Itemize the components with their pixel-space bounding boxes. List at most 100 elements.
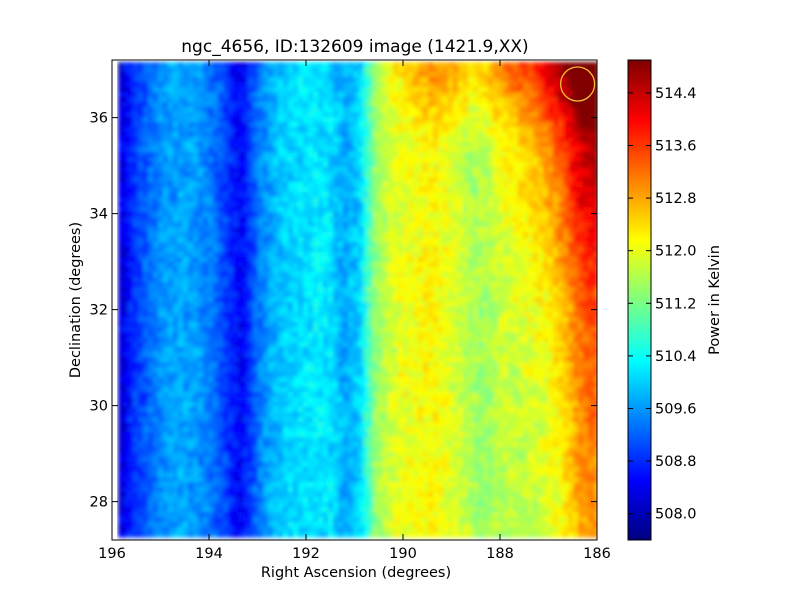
heatmap-cell bbox=[413, 227, 419, 233]
heatmap-cell bbox=[223, 312, 229, 318]
heatmap-cell bbox=[158, 162, 164, 168]
heatmap-cell bbox=[348, 252, 354, 258]
heatmap-cell bbox=[248, 232, 254, 238]
heatmap-cell bbox=[503, 202, 509, 208]
heatmap-cell bbox=[398, 142, 404, 148]
heatmap-cell bbox=[408, 132, 414, 138]
heatmap-cell bbox=[318, 142, 324, 148]
heatmap-cell bbox=[578, 292, 584, 298]
heatmap-cell bbox=[558, 257, 564, 263]
heatmap-cell bbox=[533, 117, 539, 123]
heatmap-cell bbox=[178, 122, 184, 128]
heatmap-cell bbox=[218, 257, 224, 263]
heatmap-cell bbox=[223, 152, 229, 158]
heatmap-cell bbox=[188, 67, 194, 73]
heatmap-cell bbox=[363, 292, 369, 298]
heatmap-cell bbox=[323, 77, 329, 83]
heatmap-cell bbox=[383, 142, 389, 148]
heatmap-cell bbox=[278, 127, 284, 133]
heatmap-cell bbox=[298, 212, 304, 218]
heatmap-cell bbox=[323, 267, 329, 273]
heatmap-cell bbox=[133, 227, 139, 233]
heatmap-cell bbox=[363, 112, 369, 118]
heatmap-cell bbox=[468, 232, 474, 238]
heatmap-cell bbox=[323, 222, 329, 228]
heatmap-cell bbox=[203, 277, 209, 283]
heatmap-cell bbox=[448, 77, 454, 83]
heatmap-cell bbox=[468, 112, 474, 118]
heatmap-cell bbox=[458, 97, 464, 103]
heatmap-cell bbox=[428, 102, 434, 108]
heatmap-cell bbox=[553, 112, 559, 118]
heatmap-cell bbox=[343, 187, 349, 193]
heatmap-cell bbox=[258, 77, 264, 83]
heatmap-cell bbox=[408, 197, 414, 203]
heatmap-cell bbox=[498, 317, 504, 323]
heatmap-cell bbox=[298, 72, 304, 78]
heatmap-cell bbox=[233, 192, 239, 198]
heatmap-cell bbox=[313, 227, 319, 233]
heatmap-cell bbox=[433, 182, 439, 188]
heatmap-cell bbox=[558, 192, 564, 198]
heatmap-cell bbox=[193, 162, 199, 168]
heatmap-cell bbox=[123, 97, 129, 103]
heatmap-cell bbox=[213, 107, 219, 113]
heatmap-cell bbox=[418, 122, 424, 128]
heatmap-cell bbox=[488, 222, 494, 228]
heatmap-cell bbox=[498, 217, 504, 223]
heatmap-cell bbox=[348, 207, 354, 213]
heatmap-cell bbox=[493, 162, 499, 168]
heatmap-cell bbox=[468, 247, 474, 253]
heatmap-cell bbox=[563, 222, 569, 228]
heatmap-cell bbox=[508, 157, 514, 163]
heatmap-cell bbox=[498, 237, 504, 243]
heatmap-cell bbox=[178, 247, 184, 253]
heatmap-cell bbox=[363, 162, 369, 168]
heatmap-cell bbox=[203, 142, 209, 148]
heatmap-cell bbox=[543, 287, 549, 293]
heatmap-cell bbox=[438, 237, 444, 243]
heatmap-cell bbox=[363, 107, 369, 113]
heatmap-cell bbox=[288, 67, 294, 73]
heatmap-cell bbox=[253, 72, 259, 78]
heatmap-cell bbox=[243, 177, 249, 183]
heatmap-cell bbox=[478, 267, 484, 273]
heatmap-cell bbox=[168, 142, 174, 148]
heatmap-cell bbox=[488, 237, 494, 243]
heatmap-cell bbox=[543, 292, 549, 298]
heatmap-cell bbox=[208, 72, 214, 78]
heatmap-cell bbox=[588, 77, 594, 83]
heatmap-cell bbox=[133, 112, 139, 118]
heatmap-cell bbox=[153, 287, 159, 293]
heatmap-cell bbox=[488, 267, 494, 273]
heatmap-cell bbox=[448, 167, 454, 173]
heatmap-cell bbox=[218, 187, 224, 193]
heatmap-cell bbox=[228, 262, 234, 268]
heatmap-cell bbox=[178, 252, 184, 258]
heatmap-cell bbox=[448, 297, 454, 303]
heatmap-cell bbox=[513, 62, 519, 68]
heatmap-cell bbox=[318, 172, 324, 178]
heatmap-cell bbox=[223, 282, 229, 288]
heatmap-cell bbox=[583, 112, 589, 118]
heatmap-cell bbox=[238, 127, 244, 133]
heatmap-cell bbox=[118, 107, 124, 113]
heatmap-cell bbox=[358, 137, 364, 143]
heatmap-cell bbox=[273, 142, 279, 148]
heatmap-cell bbox=[453, 77, 459, 83]
heatmap-cell bbox=[243, 257, 249, 263]
heatmap-cell bbox=[493, 282, 499, 288]
heatmap-cell bbox=[403, 267, 409, 273]
heatmap-cell bbox=[393, 247, 399, 253]
heatmap-cell bbox=[308, 122, 314, 128]
heatmap-cell bbox=[318, 147, 324, 153]
heatmap-cell bbox=[448, 317, 454, 323]
heatmap-cell bbox=[563, 67, 569, 73]
heatmap-cell bbox=[243, 62, 249, 68]
heatmap-cell bbox=[473, 187, 479, 193]
heatmap-cell bbox=[583, 82, 589, 88]
heatmap-cell bbox=[543, 307, 549, 313]
heatmap-cell bbox=[353, 152, 359, 158]
heatmap-cell bbox=[538, 82, 544, 88]
heatmap-cell bbox=[123, 242, 129, 248]
